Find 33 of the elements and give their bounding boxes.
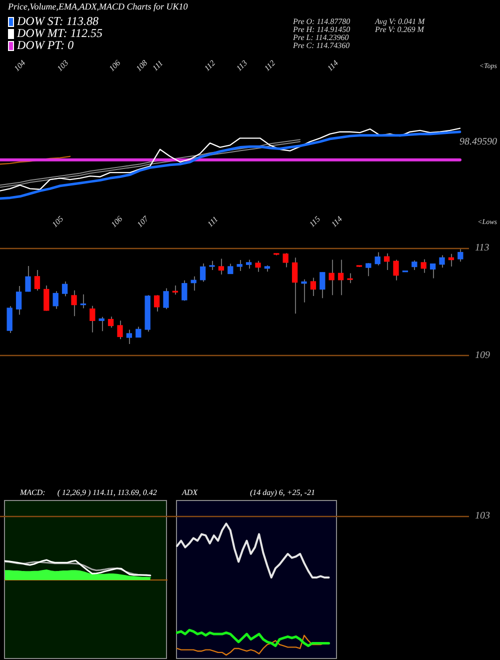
text: 107 <box>135 214 151 230</box>
y-tick-label: 109 <box>475 350 490 361</box>
chart-subtitle: (14 day) 6, +25, -21 <box>250 488 315 498</box>
text: 103 <box>55 58 70 74</box>
chart-title: MACD: <box>19 488 46 498</box>
chart-subtitle: ( 12,26,9 ) 114.11, 113.69, 0.42 <box>57 488 157 498</box>
legend-label: DOW MT: 112.55 <box>16 26 102 40</box>
text: 114 <box>330 214 344 229</box>
legend-label: DOW ST: 113.88 <box>16 14 98 28</box>
text: 106 <box>109 214 124 230</box>
text: Pre V: 0.269 M <box>374 25 426 34</box>
text: Pre L: 114.23960 <box>292 33 349 42</box>
y-tick-label: 103 <box>475 510 490 522</box>
text: 104 <box>12 58 28 74</box>
text: Avg V: 0.041 M <box>374 17 426 26</box>
annotation: 98.49590 <box>460 136 497 148</box>
text: 105 <box>50 214 66 230</box>
legend-label: DOW PT: 0 <box>16 38 74 52</box>
text: 115 <box>308 214 322 229</box>
chart-title: ADX <box>181 488 199 498</box>
text: Pre H: 114.91450 <box>292 25 350 34</box>
text: Pre O: 114.87780 <box>292 17 350 26</box>
text: 112 <box>202 58 217 73</box>
text: 111 <box>150 58 165 73</box>
y-tick-label: 113 <box>475 242 490 254</box>
text: 112 <box>262 58 277 73</box>
text: Pre C: 114.74360 <box>292 41 350 50</box>
text: 114 <box>326 58 340 73</box>
chart-title: Price,Volume,EMA,ADX,MACD Charts for UK10 <box>7 1 188 12</box>
text: 108 <box>134 58 150 74</box>
text: 111 <box>206 214 220 229</box>
text: 106 <box>107 58 122 74</box>
text: 113 <box>234 58 249 73</box>
